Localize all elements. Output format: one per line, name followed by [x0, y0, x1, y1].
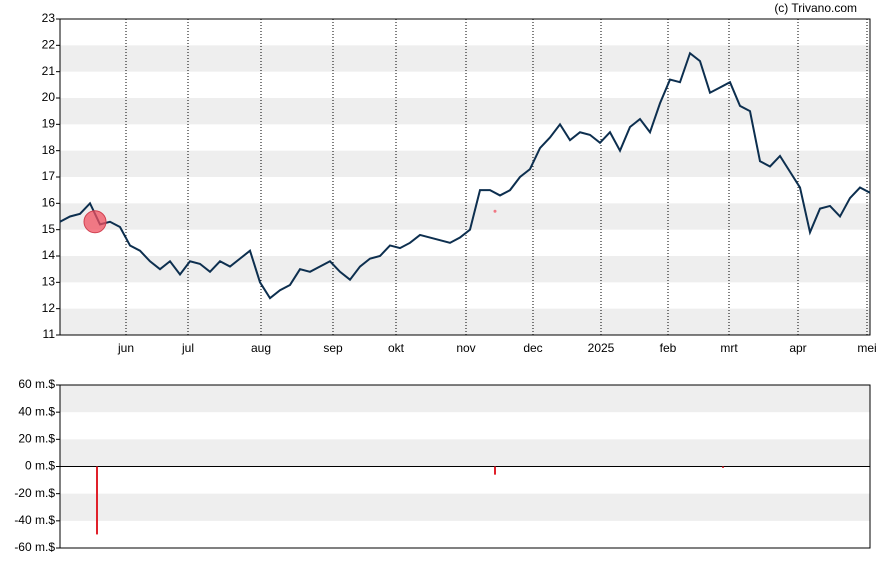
grid-band: [60, 256, 870, 283]
x-tick-label: nov: [456, 341, 475, 355]
event-marker: [493, 209, 497, 213]
grid-band: [60, 203, 870, 230]
bar: [722, 466, 724, 468]
x-tick-label: apr: [789, 341, 806, 355]
y-tick-label: -60 m.$: [14, 540, 55, 554]
price-line: [59, 51, 871, 300]
grid-band: [60, 150, 870, 177]
grid-band: [60, 385, 870, 413]
y-tick-label: 17: [42, 169, 56, 183]
x-tick-label: aug: [251, 341, 271, 355]
x-tick-label: mei: [857, 341, 876, 355]
grid-band: [60, 493, 870, 521]
y-tick-label: 19: [42, 117, 56, 131]
y-tick-label: 20 m.$: [18, 432, 55, 446]
bar: [494, 466, 496, 475]
grid-band: [60, 308, 870, 335]
y-tick-label: 18: [42, 143, 56, 157]
grid-band: [60, 98, 870, 125]
x-tick-label: 2025: [588, 341, 615, 355]
y-tick-label: 13: [42, 275, 56, 289]
x-tick-label: dec: [523, 341, 542, 355]
source: (c) Trivano.com: [774, 1, 857, 15]
y-tick-label: 0 m.$: [25, 459, 55, 473]
y-tick-label: -20 m.$: [14, 486, 55, 500]
y-tick-label: 22: [42, 38, 56, 52]
y-tick-label: 12: [42, 301, 56, 315]
bar: [96, 466, 98, 535]
grid-band: [60, 439, 870, 467]
y-tick-label: 23: [42, 11, 56, 25]
event-marker: [83, 210, 107, 234]
x-tick-label: jun: [117, 341, 134, 355]
x-tick-label: mrt: [720, 341, 738, 355]
y-tick-label: 20: [42, 90, 56, 104]
x-tick-label: sep: [323, 341, 343, 355]
y-tick-label: -40 m.$: [14, 513, 55, 527]
x-tick-label: okt: [388, 341, 405, 355]
y-tick-label: 21: [42, 64, 56, 78]
y-tick-label: 60 m.$: [18, 377, 55, 391]
x-tick-label: jul: [181, 341, 194, 355]
y-tick-label: 15: [42, 222, 56, 236]
y-tick-label: 14: [42, 248, 56, 262]
x-tick-label: feb: [660, 341, 677, 355]
y-tick-label: 40 m.$: [18, 404, 55, 418]
y-tick-label: 11: [43, 327, 56, 341]
y-tick-label: 16: [42, 196, 56, 210]
grid-band: [60, 45, 870, 72]
